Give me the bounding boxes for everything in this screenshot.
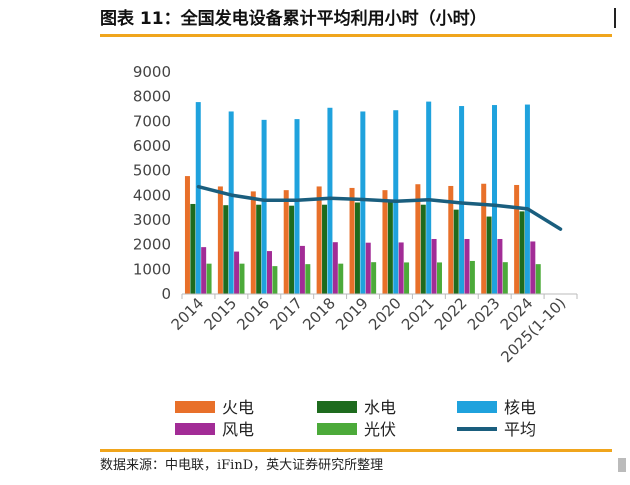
bar-核电-2024: [524, 104, 530, 294]
x-tick-label: 2014: [168, 294, 208, 334]
bar-火电-2020: [382, 190, 388, 294]
bar-火电-2021: [415, 184, 421, 294]
bar-核电-2018: [327, 107, 333, 295]
source-note: 数据来源：中电联，iFinD，英大证券研究所整理: [100, 458, 384, 473]
bar-水电-2016: [256, 204, 262, 294]
legend-label-核电: 核电: [504, 398, 536, 417]
bar-火电-2016: [250, 191, 256, 294]
chart-title: 图表 11：全国发电设备累计平均利用小时（小时）: [100, 9, 487, 29]
bar-风电-2020: [398, 242, 404, 294]
title-rule: [100, 34, 612, 37]
x-tick-label: 2022: [431, 294, 471, 334]
legend-swatch-火电: [175, 401, 215, 413]
legend-label-水电: 水电: [364, 398, 396, 417]
x-tick-label: 2023: [464, 294, 504, 334]
bar-风电-2019: [365, 242, 371, 294]
legend-label-火电: 火电: [222, 398, 254, 417]
bar-火电-2017: [283, 190, 289, 294]
bar-风电-2022: [464, 238, 470, 294]
bar-光伏-2022: [469, 260, 475, 294]
bar-火电-2024: [514, 184, 520, 294]
bar-火电-2018: [316, 186, 322, 294]
y-tick-label: 1000: [133, 260, 171, 278]
bar-火电-2015: [217, 186, 223, 294]
x-tick-label: 2015: [200, 294, 240, 334]
bar-风电-2018: [332, 242, 338, 294]
bar-水电-2021: [420, 204, 426, 294]
bar-水电-2018: [322, 204, 328, 294]
bar-核电-2022: [459, 106, 465, 294]
bar-光伏-2024: [535, 264, 541, 294]
bar-水电-2014: [190, 203, 196, 294]
bar-水电-2024: [519, 211, 525, 294]
x-tick-label: 2016: [233, 294, 273, 334]
legend-label-平均: 平均: [504, 420, 536, 439]
bar-光伏-2014: [206, 263, 212, 294]
edge-divider: [614, 8, 616, 28]
bar-水电-2015: [223, 205, 229, 294]
bar-核电-2019: [360, 111, 366, 294]
bar-火电-2023: [481, 183, 487, 294]
legend-label-风电: 风电: [222, 420, 254, 439]
edge-fragment: [618, 458, 626, 472]
bar-光伏-2021: [436, 262, 442, 294]
bar-光伏-2018: [338, 263, 344, 294]
legend-swatch-水电: [317, 401, 357, 413]
bar-水电-2023: [486, 216, 492, 294]
y-tick-label: 6000: [133, 137, 171, 155]
bar-风电-2016: [266, 251, 272, 294]
bar-光伏-2016: [272, 266, 278, 294]
bar-水电-2017: [289, 205, 295, 294]
bar-水电-2020: [387, 199, 393, 294]
legend-swatch-光伏: [317, 423, 357, 435]
bar-风电-2023: [497, 238, 503, 294]
y-tick-label: 8000: [133, 88, 171, 106]
bar-光伏-2015: [239, 263, 245, 294]
x-axis: 2014201520162017201820192020202120222023…: [168, 293, 578, 366]
x-tick-label: 2017: [266, 294, 306, 334]
bar-风电-2014: [201, 247, 207, 294]
y-axis: 0 1000 2000 3000 4000 5000 6000 7000 8000 9000: [133, 63, 171, 303]
x-tick-label: 2020: [365, 294, 405, 334]
bar-风电-2015: [234, 251, 240, 294]
bar-火电-2014: [184, 176, 190, 294]
source-rule: [100, 449, 612, 452]
bar-风电-2017: [299, 245, 305, 294]
bar-核电-2015: [228, 111, 234, 294]
legend-label-光伏: 光伏: [364, 420, 396, 439]
bar-核电-2021: [426, 101, 432, 294]
y-tick-label: 4000: [133, 186, 171, 204]
legend-swatch-核电: [457, 401, 497, 413]
x-tick-label: 2018: [299, 294, 339, 334]
bar-光伏-2023: [502, 262, 508, 294]
bar-火电-2019: [349, 187, 355, 294]
y-tick-label: 3000: [133, 211, 171, 229]
bar-核电-2014: [195, 102, 201, 294]
bar-核电-2016: [261, 119, 267, 294]
bar-风电-2024: [530, 241, 536, 294]
bar-光伏-2019: [371, 262, 377, 294]
bar-火电-2022: [448, 185, 454, 294]
y-tick-label: 2000: [133, 236, 171, 254]
y-tick-label: 5000: [133, 162, 171, 180]
y-tick-label: 0: [161, 285, 171, 303]
legend-swatch-风电: [175, 423, 215, 435]
bar-水电-2022: [453, 209, 459, 294]
bar-核电-2017: [294, 119, 300, 294]
x-tick-label: 2021: [398, 294, 438, 334]
bar-光伏-2020: [404, 262, 410, 294]
y-tick-label: 9000: [133, 63, 171, 81]
bars-group: [184, 101, 541, 295]
x-tick-label: 2019: [332, 294, 372, 334]
bar-光伏-2017: [305, 264, 311, 294]
bar-风电-2021: [431, 238, 437, 294]
y-tick-label: 7000: [133, 112, 171, 130]
bar-水电-2019: [354, 202, 360, 294]
average-line-group: [196, 184, 563, 231]
bar-核电-2023: [492, 105, 498, 294]
line-平均: [196, 184, 563, 231]
